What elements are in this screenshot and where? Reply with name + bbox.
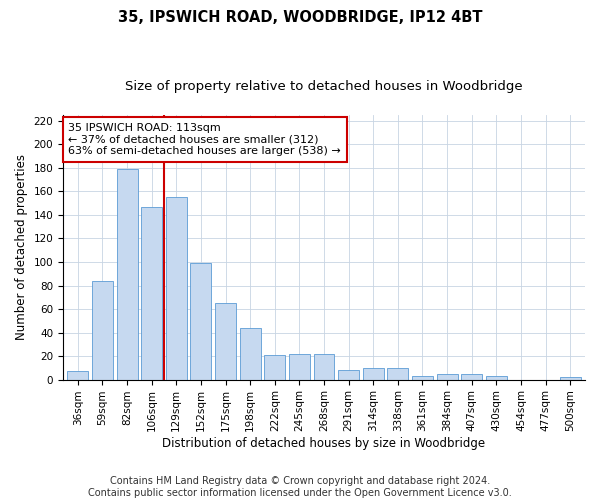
- Bar: [92, 281, 113, 380]
- Bar: [215, 303, 236, 380]
- Bar: [67, 372, 88, 380]
- Bar: [486, 376, 507, 380]
- Bar: [166, 198, 187, 380]
- Text: 35, IPSWICH ROAD, WOODBRIDGE, IP12 4BT: 35, IPSWICH ROAD, WOODBRIDGE, IP12 4BT: [118, 10, 482, 25]
- Bar: [437, 374, 458, 380]
- Bar: [314, 354, 334, 380]
- X-axis label: Distribution of detached houses by size in Woodbridge: Distribution of detached houses by size …: [163, 437, 485, 450]
- Title: Size of property relative to detached houses in Woodbridge: Size of property relative to detached ho…: [125, 80, 523, 93]
- Text: 35 IPSWICH ROAD: 113sqm
← 37% of detached houses are smaller (312)
63% of semi-d: 35 IPSWICH ROAD: 113sqm ← 37% of detache…: [68, 123, 341, 156]
- Bar: [289, 354, 310, 380]
- Bar: [388, 368, 409, 380]
- Bar: [116, 169, 137, 380]
- Bar: [363, 368, 384, 380]
- Bar: [338, 370, 359, 380]
- Text: Contains HM Land Registry data © Crown copyright and database right 2024.
Contai: Contains HM Land Registry data © Crown c…: [88, 476, 512, 498]
- Bar: [190, 263, 211, 380]
- Bar: [412, 376, 433, 380]
- Bar: [141, 206, 162, 380]
- Y-axis label: Number of detached properties: Number of detached properties: [15, 154, 28, 340]
- Bar: [560, 377, 581, 380]
- Bar: [265, 355, 285, 380]
- Bar: [461, 374, 482, 380]
- Bar: [239, 328, 260, 380]
